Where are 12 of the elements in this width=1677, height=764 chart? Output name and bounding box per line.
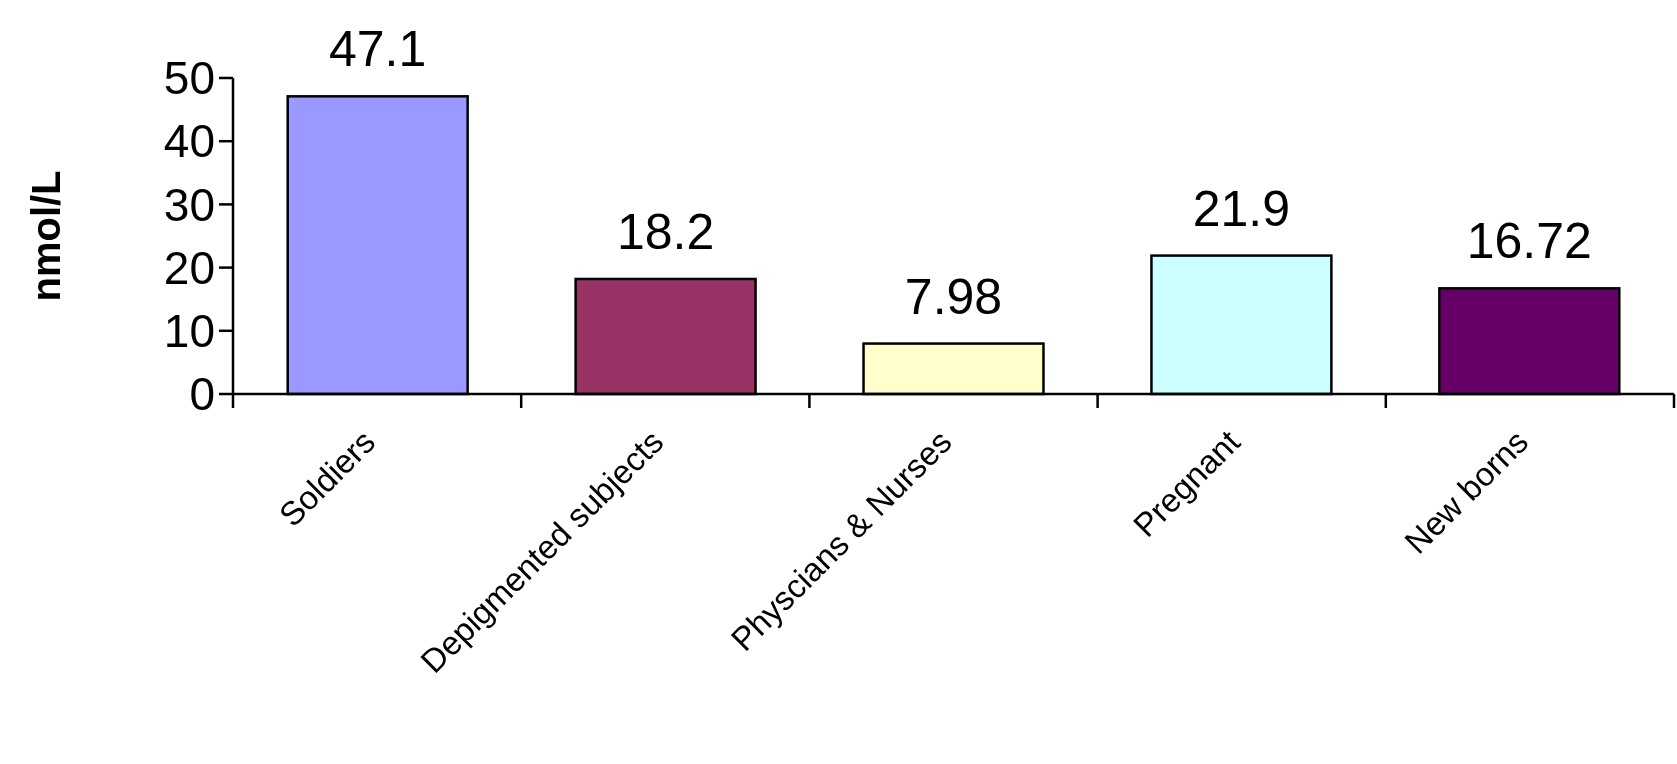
data-label: 47.1 [329,21,427,78]
data-label: 18.2 [616,203,715,260]
y-tick-label: 40 [163,115,215,168]
y-axis-title: nmol/L [24,170,68,302]
data-label: 7.98 [904,268,1003,325]
y-tick-label: 20 [163,241,215,294]
y-tick-label: 30 [163,178,215,231]
y-tick-label: 50 [163,52,215,105]
y-tick-label: 0 [189,368,215,421]
y-tick-label: 10 [163,304,215,357]
data-label: 21.9 [1192,180,1291,237]
data-label: 16.72 [1466,213,1592,270]
